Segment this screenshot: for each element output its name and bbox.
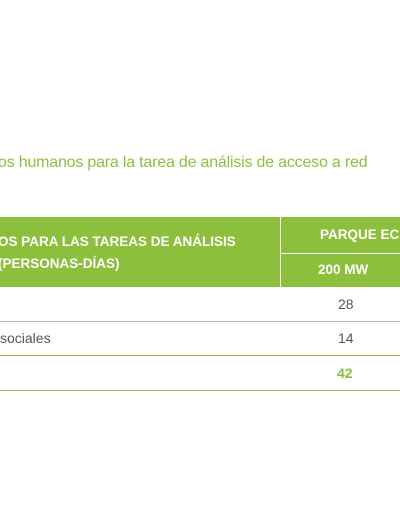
header-divider <box>281 253 400 254</box>
cell: 28 <box>338 296 354 312</box>
cell: 14 <box>338 330 354 346</box>
header-cell: OS PARA LAS TAREAS DE ANÁLISIS <box>0 234 236 249</box>
row-divider <box>0 355 400 356</box>
table-title: os humanos para la tarea de análisis de … <box>0 154 368 171</box>
row-label: sociales <box>0 330 51 346</box>
total-cell: 42 <box>337 365 353 381</box>
header-cell: 200 MW <box>318 262 369 277</box>
header-cell: PARQUE EC <box>320 227 400 242</box>
header-cell: (PERSONAS-DÍAS) <box>0 256 120 271</box>
header-divider <box>280 217 281 287</box>
row-divider <box>0 390 400 391</box>
row-divider <box>0 321 400 322</box>
table-header <box>0 217 400 287</box>
